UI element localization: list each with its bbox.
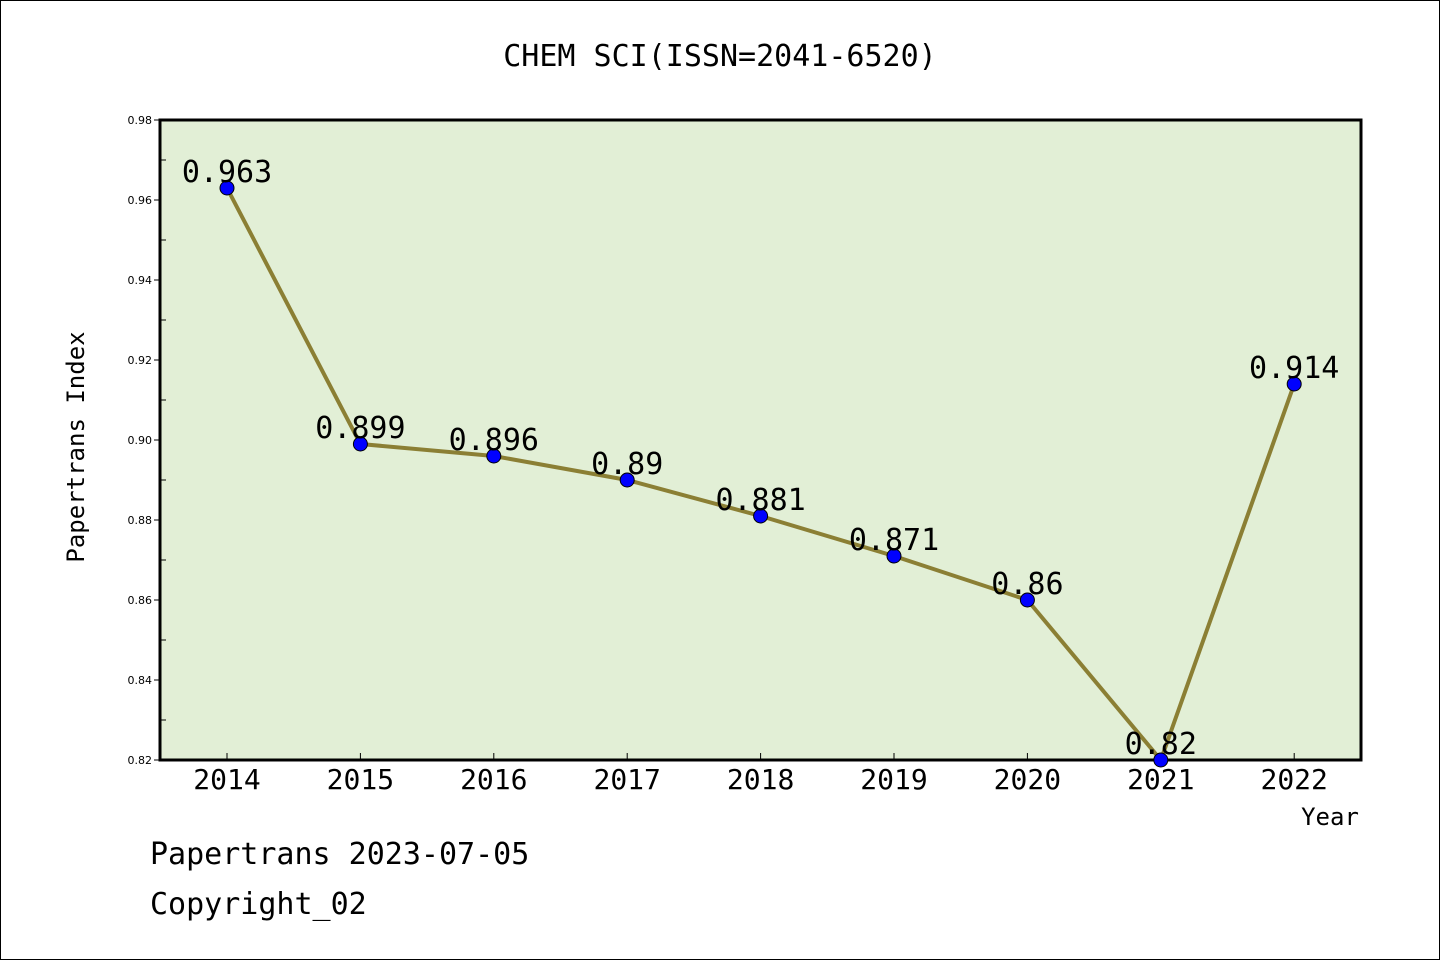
data-label: 0.881 [715, 483, 805, 518]
x-tick-label: 2016 [460, 763, 527, 796]
y-tick-label: 0.98 [128, 114, 153, 127]
data-point [486, 448, 502, 464]
data-point [753, 508, 769, 524]
x-axis-label: Year [1301, 803, 1359, 831]
chart-title: CHEM SCI(ISSN=2041-6520) [503, 39, 936, 74]
series-line-group: 0.963 0.899 0.896 0.89 0.881 0.871 0.86 0.82 0.9… [182, 155, 1339, 768]
data-point [219, 180, 235, 196]
data-label: 0.899 [315, 411, 405, 446]
data-point [886, 548, 902, 564]
data-label: 0.86 [991, 567, 1063, 602]
x-tick-label: 2015 [327, 763, 394, 796]
x-tick-label: 2014 [193, 763, 260, 796]
x-tick-label: 2018 [727, 763, 794, 796]
data-label: 0.963 [182, 155, 272, 190]
data-label: 0.82 [1125, 727, 1197, 762]
x-tick-label: 2022 [1260, 763, 1327, 796]
y-tick-label: 0.90 [128, 434, 153, 447]
data-point [1153, 752, 1169, 768]
data-point [1286, 376, 1302, 392]
y-tick-label: 0.96 [128, 194, 153, 207]
x-tick-label: 2017 [593, 763, 660, 796]
footer-date: Papertrans 2023-07-05 [150, 837, 529, 872]
data-label: 0.871 [849, 523, 939, 558]
x-axis: 2014 2015 2016 2017 2018 2019 2020 2021 2022 [193, 753, 1328, 796]
y-tick-label: 0.86 [128, 594, 153, 607]
y-tick-label: 0.82 [128, 754, 153, 767]
x-tick-label: 2019 [860, 763, 927, 796]
y-axis: 0.82 0.84 0.86 0.88 0.90 0.92 0.94 0.96 0.98 [128, 114, 166, 767]
data-label: 0.89 [591, 447, 663, 482]
y-tick-label: 0.88 [128, 514, 153, 527]
data-label: 0.914 [1249, 351, 1339, 386]
y-axis-label: Papertrans Index [62, 331, 90, 562]
data-point [352, 436, 368, 452]
y-tick-label: 0.84 [128, 674, 153, 687]
x-tick-label: 2020 [994, 763, 1061, 796]
y-tick-label: 0.94 [128, 274, 153, 287]
y-tick-label: 0.92 [128, 354, 153, 367]
data-point [619, 472, 635, 488]
data-point [1019, 592, 1035, 608]
data-label: 0.896 [449, 423, 539, 458]
x-tick-label: 2021 [1127, 763, 1194, 796]
footer-copyright: Copyright_02 [150, 887, 367, 922]
